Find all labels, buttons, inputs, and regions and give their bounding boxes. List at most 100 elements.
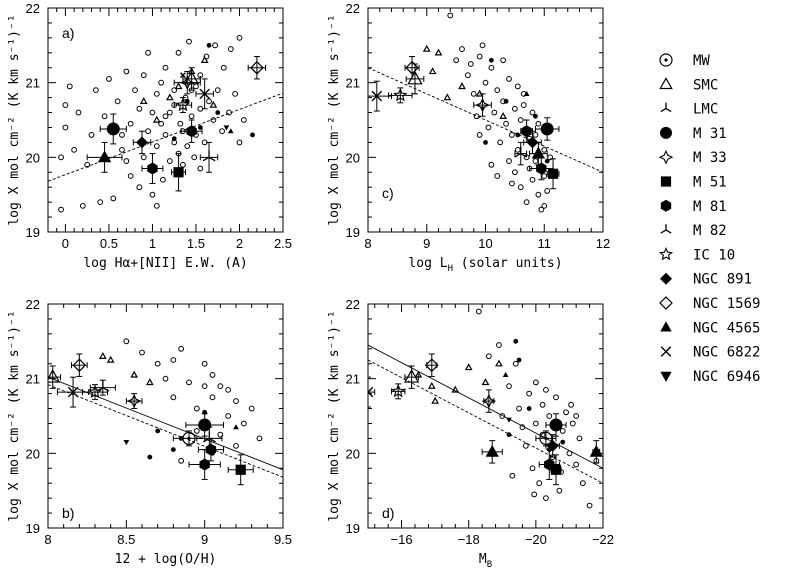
galaxy-marker	[182, 431, 196, 445]
galaxy-m-31	[534, 117, 560, 141]
data-point-filled	[533, 113, 538, 119]
legend-label: NGC 6822	[693, 345, 760, 361]
panel-a-letter: a)	[62, 25, 74, 41]
galaxy-marker	[475, 97, 490, 113]
data-point-filled	[488, 57, 494, 63]
legend-marker	[660, 321, 672, 332]
data-point	[193, 428, 200, 434]
data-point	[485, 124, 492, 131]
data-point	[159, 176, 166, 183]
x-tick-label: 2	[236, 236, 243, 251]
data-point	[476, 53, 483, 60]
data-point	[494, 173, 501, 179]
data-point	[158, 120, 165, 127]
y-tick-label: 21	[346, 372, 360, 387]
data-point	[512, 360, 519, 367]
galaxy-marker	[72, 358, 87, 373]
galaxy-ngc-4565	[529, 141, 548, 166]
data-point	[209, 372, 216, 378]
data-point	[511, 105, 518, 112]
data-point	[140, 72, 147, 79]
data-point	[201, 383, 208, 390]
x-tick-label: 0.5	[100, 236, 118, 251]
data-point-filled	[206, 42, 212, 48]
data-point	[127, 173, 134, 179]
data-point	[178, 457, 185, 464]
galaxy-smc	[182, 67, 201, 91]
data-point	[88, 132, 95, 138]
data-point	[212, 42, 219, 49]
data-point	[119, 132, 125, 138]
legend-entry-ngc-6822: NGC 6822	[660, 345, 760, 361]
data-point	[158, 79, 165, 86]
legend-marker	[660, 176, 672, 187]
galaxy-ngc-1569	[424, 353, 439, 377]
galaxy-marker	[526, 136, 539, 149]
galaxy-marker	[403, 368, 420, 383]
galaxy-ngc-6946	[520, 119, 533, 143]
y-tick-label: 21	[346, 76, 360, 91]
galaxy-marker	[550, 464, 562, 475]
data-point	[145, 128, 151, 135]
data-point	[539, 431, 546, 438]
galaxy-marker	[147, 162, 158, 175]
legend-entry-m-33: M 33	[658, 149, 727, 166]
data-point	[538, 206, 545, 213]
data-point	[170, 357, 177, 363]
x-axis-label: MB	[479, 552, 492, 570]
data-point	[536, 480, 543, 487]
galaxy-marker	[199, 88, 210, 100]
data-point	[226, 109, 232, 116]
x-axis-label: log Hα+[NII] E.W. (A)	[83, 256, 247, 271]
x-tick-label: −18	[458, 532, 480, 547]
data-point	[114, 98, 121, 105]
galaxy-marker	[126, 393, 142, 409]
data-point	[178, 345, 185, 352]
plot-frame	[47, 7, 284, 233]
galaxy-m-82	[199, 141, 219, 173]
data-point	[532, 379, 539, 386]
data-point	[543, 386, 549, 393]
galaxy-marker	[179, 75, 195, 90]
data-point-filled	[197, 125, 203, 130]
galaxy-marker	[97, 150, 112, 163]
data-point-triangle	[130, 370, 139, 378]
data-point	[506, 158, 512, 164]
legend-marker	[659, 53, 673, 67]
x-tick-label: 1.5	[187, 236, 205, 251]
data-point	[544, 188, 551, 194]
y-axis-label: log X mol cm⁻² (K km s⁻¹)⁻¹	[327, 310, 342, 521]
galaxy-marker	[371, 90, 383, 102]
y-axis-label: log X mol cm⁻² (K km s⁻¹)⁻¹	[327, 14, 342, 225]
galaxy-marker	[547, 168, 559, 179]
data-point	[240, 117, 247, 123]
data-point	[496, 342, 502, 348]
y-axis-label: log X mol cm⁻² (K km s⁻¹)⁻¹	[7, 310, 22, 521]
galaxy-m-33	[125, 393, 143, 410]
plot-b: 8 8.5 9 9.5 19 20 21 22 12 + log(O/H) log X mol c…	[7, 297, 292, 567]
data-point	[149, 109, 156, 116]
data-point-filled	[513, 338, 519, 344]
galaxy-marker	[48, 368, 61, 383]
data-point	[123, 68, 130, 75]
data-point	[153, 90, 160, 97]
galaxy-marker	[546, 439, 559, 452]
data-point	[529, 109, 536, 116]
data-point	[188, 113, 195, 120]
galaxy-ngc-6822	[368, 376, 376, 408]
data-point	[511, 169, 518, 176]
legend-label: NGC 4565	[693, 320, 760, 336]
data-point-triangle-filled	[523, 90, 530, 96]
galaxy-marker	[186, 125, 197, 138]
data-point	[62, 124, 69, 131]
data-point	[106, 76, 112, 82]
data-point	[503, 120, 509, 127]
data-point	[475, 308, 482, 315]
data-point	[526, 390, 533, 397]
legend-entry-m-82: M 82	[660, 223, 727, 239]
data-point	[233, 442, 239, 449]
data-point	[193, 405, 200, 412]
data-point	[132, 87, 138, 94]
legend-entry-ngc-4565: NGC 4565	[660, 320, 760, 336]
galaxy-marker	[67, 386, 79, 398]
